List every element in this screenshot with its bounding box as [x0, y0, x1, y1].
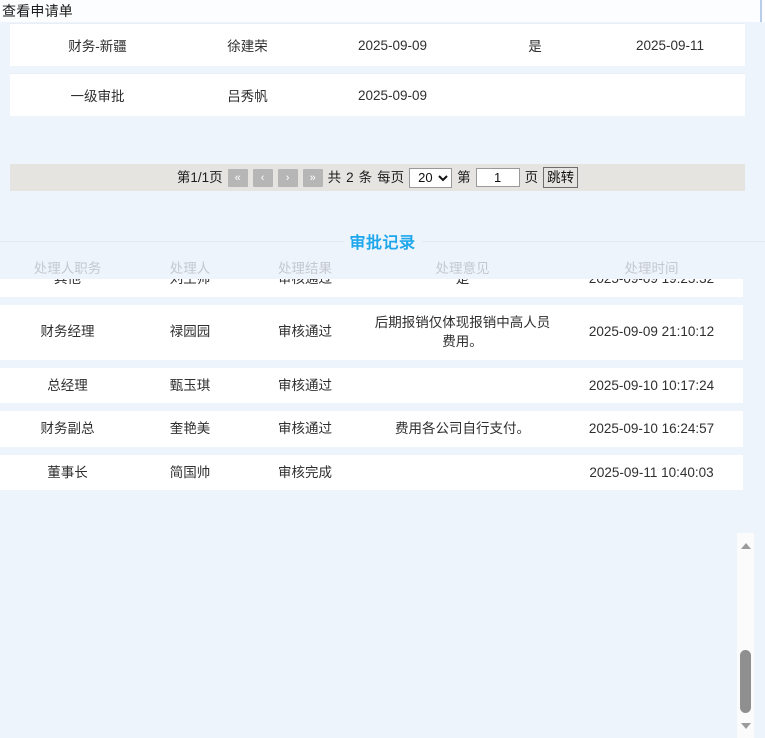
cell-handler: 禄园园 — [135, 304, 245, 360]
table-row[interactable]: 总经理 甄玉琪 审核通过 2025-09-10 10:17:24 — [0, 367, 743, 404]
approval-records-section-header: 审批记录 — [0, 229, 765, 253]
cell-time: 2025-09-09 21:10:12 — [560, 304, 743, 360]
dialog-title-bar: 查看申请单 — [0, 0, 765, 22]
last-page-button[interactable]: » — [302, 168, 323, 187]
row-spacer — [0, 490, 743, 499]
approval-records-table: 处理人职务 处理人 处理结果 处理意见 处理时间 — [0, 253, 765, 738]
cell-time: 2025-09-11 10:40:03 — [560, 454, 743, 491]
cell-time: 2025-09-10 16:24:57 — [560, 411, 743, 447]
divider-left — [0, 240, 344, 242]
cell-result: 审核通过 — [245, 367, 365, 404]
table-row[interactable]: 财务-新疆 徐建荣 2025-09-09 是 2025-09-11 — [10, 23, 745, 66]
cell-handler: 甄玉琪 — [135, 367, 245, 404]
dialog-right-edge — [760, 0, 765, 22]
cell-opinion — [365, 454, 560, 491]
cell-time: 2025-09-09 19:25:32 — [560, 279, 743, 297]
records-header-row: 处理人职务 处理人 处理结果 处理意见 处理时间 — [0, 253, 765, 279]
column-header-result: 处理结果 — [278, 261, 332, 276]
cell-handler: 奎艳美 — [135, 411, 245, 447]
cell-opinion: 费用各公司自行支付。 — [365, 411, 560, 447]
divider-right — [421, 240, 765, 242]
cell-result: 审核通过 — [245, 411, 365, 447]
cell-handler: 徐建荣 — [185, 23, 310, 66]
row-spacer — [10, 66, 745, 74]
cell-opinion: 后期报销仅体现报销中高人员费用。 — [365, 304, 560, 360]
cell-role: 总经理 — [0, 367, 135, 404]
row-spacer — [0, 403, 743, 412]
total-suffix-label: 条 — [358, 169, 373, 185]
scroll-down-arrow-icon[interactable] — [737, 717, 754, 734]
table-row[interactable]: 财务副总 奎艳美 审核通过 费用各公司自行支付。 2025-09-10 16:2… — [0, 411, 743, 447]
records-vertical-scrollbar[interactable] — [737, 533, 754, 738]
section-title: 审批记录 — [349, 235, 416, 252]
records-scroll-viewport: 其他 刘生帅 审核通过 楚 2025-09-09 19:25:32 财务经理 禄… — [0, 279, 743, 501]
cell-role: 财务经理 — [0, 304, 135, 360]
cell-result: 审核通过 — [245, 279, 365, 297]
page-indicator: 第1/1页 — [176, 169, 223, 185]
goto-suffix-label: 页 — [524, 169, 539, 185]
total-count: 2 — [346, 169, 354, 185]
approval-flow-table: 财务-新疆 徐建荣 2025-09-09 是 2025-09-11 一级审批 吕… — [10, 23, 745, 116]
next-page-button[interactable]: › — [277, 168, 298, 187]
jump-button[interactable]: 跳转 — [543, 167, 579, 188]
cell-role: 董事长 — [0, 454, 135, 491]
goto-prefix-label: 第 — [457, 169, 471, 185]
cell-node: 财务-新疆 — [10, 23, 185, 66]
cell-time: 2025-09-10 10:17:24 — [560, 367, 743, 404]
cell-date: 2025-09-09 — [310, 23, 475, 66]
cell-flag — [475, 73, 595, 116]
cell-end-date: 2025-09-11 — [595, 23, 745, 66]
cell-result: 审核完成 — [245, 454, 365, 491]
scrollbar-thumb[interactable] — [740, 650, 751, 713]
cell-date: 2025-09-09 — [310, 73, 475, 116]
total-prefix-label: 共 — [327, 169, 342, 185]
column-header-handler: 处理人 — [169, 261, 211, 276]
prev-page-button[interactable]: ‹ — [252, 168, 273, 187]
per-page-select[interactable]: 20 — [409, 167, 453, 188]
row-spacer — [0, 359, 743, 368]
cell-role: 其他 — [0, 279, 135, 297]
table-row[interactable]: 一级审批 吕秀帆 2025-09-09 — [10, 73, 745, 116]
table-row[interactable]: 其他 刘生帅 审核通过 楚 2025-09-09 19:25:32 — [0, 279, 743, 297]
table-row[interactable]: 董事长 简国帅 审核完成 2025-09-11 10:40:03 — [0, 454, 743, 491]
cell-result: 审核通过 — [245, 304, 365, 360]
table-row[interactable]: 财务经理 禄园园 审核通过 后期报销仅体现报销中高人员费用。 2025-09-0… — [0, 304, 743, 360]
cell-handler: 简国帅 — [135, 454, 245, 491]
first-page-button[interactable]: « — [227, 168, 248, 187]
page-title: 查看申请单 — [2, 3, 73, 19]
cell-opinion — [365, 367, 560, 404]
cell-role: 财务副总 — [0, 411, 135, 447]
scroll-up-arrow-icon[interactable] — [737, 537, 754, 554]
cell-handler: 吕秀帆 — [185, 73, 310, 116]
column-header-opinion: 处理意见 — [435, 261, 490, 276]
row-spacer — [0, 446, 743, 455]
goto-page-input[interactable] — [475, 168, 520, 187]
cell-opinion: 楚 — [365, 279, 560, 297]
column-header-time: 处理时间 — [624, 261, 679, 276]
cell-handler: 刘生帅 — [135, 279, 245, 297]
per-page-label: 每页 — [377, 169, 405, 185]
cell-node: 一级审批 — [10, 73, 185, 116]
cell-flag: 是 — [475, 23, 595, 66]
cell-end-date — [595, 73, 745, 116]
column-header-role: 处理人职务 — [33, 261, 102, 276]
pagination-bar: 第1/1页 « ‹ › » 共 2 条 每页 20 第 页 跳转 — [10, 164, 745, 191]
row-spacer — [0, 296, 743, 305]
